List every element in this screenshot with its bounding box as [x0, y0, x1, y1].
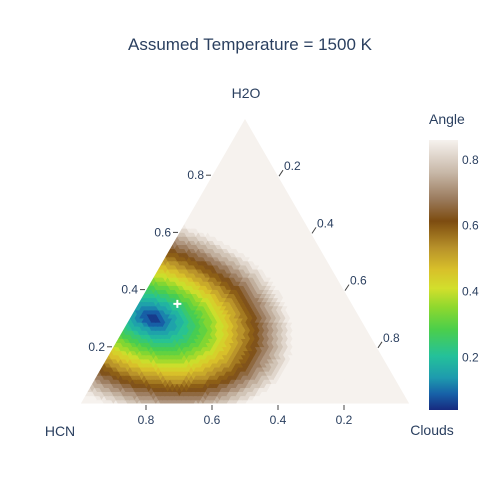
colorbar-title: Angle — [429, 111, 465, 127]
colorbar-ticks: 0.2 0.4 0.6 0.8 — [462, 153, 479, 365]
tick-label-hcn: 0.4 — [270, 413, 287, 427]
colorbar-tick-label: 0.4 — [462, 284, 479, 298]
tick-label-clouds: 0.8 — [383, 331, 400, 345]
tick-label-clouds: 0.4 — [317, 216, 334, 230]
tick-label-h2o: 0.2 — [88, 340, 105, 354]
colorbar-tick-label: 0.6 — [462, 219, 479, 233]
axis-label-h2o: H2O — [232, 85, 261, 101]
tick-label-hcn: 0.2 — [336, 413, 353, 427]
tick-mark-clouds — [344, 284, 350, 291]
chart-title: Assumed Temperature = 1500 K — [128, 35, 373, 54]
tick-label-h2o: 0.8 — [187, 168, 204, 182]
tick-label-h2o: 0.6 — [154, 225, 171, 239]
tick-label-clouds: 0.6 — [350, 274, 367, 288]
colorbar-bar — [429, 140, 458, 410]
tick-label-hcn: 0.8 — [138, 413, 155, 427]
tick-label-clouds: 0.2 — [284, 159, 301, 173]
tick-label-hcn: 0.6 — [204, 413, 221, 427]
contour-field — [80, 118, 410, 404]
tick-label-h2o: 0.4 — [121, 283, 138, 297]
colorbar-tick-label: 0.8 — [462, 153, 479, 167]
axis-label-clouds: Clouds — [410, 422, 454, 438]
colorbar: Angle 0.2 0.4 0.6 0.8 — [429, 111, 479, 410]
tick-mark-clouds — [278, 169, 284, 177]
axis-label-hcn: HCN — [45, 423, 75, 439]
tick-mark-clouds — [377, 341, 383, 349]
colorbar-tick-label: 0.2 — [462, 350, 479, 364]
tick-mark-clouds — [311, 227, 317, 234]
